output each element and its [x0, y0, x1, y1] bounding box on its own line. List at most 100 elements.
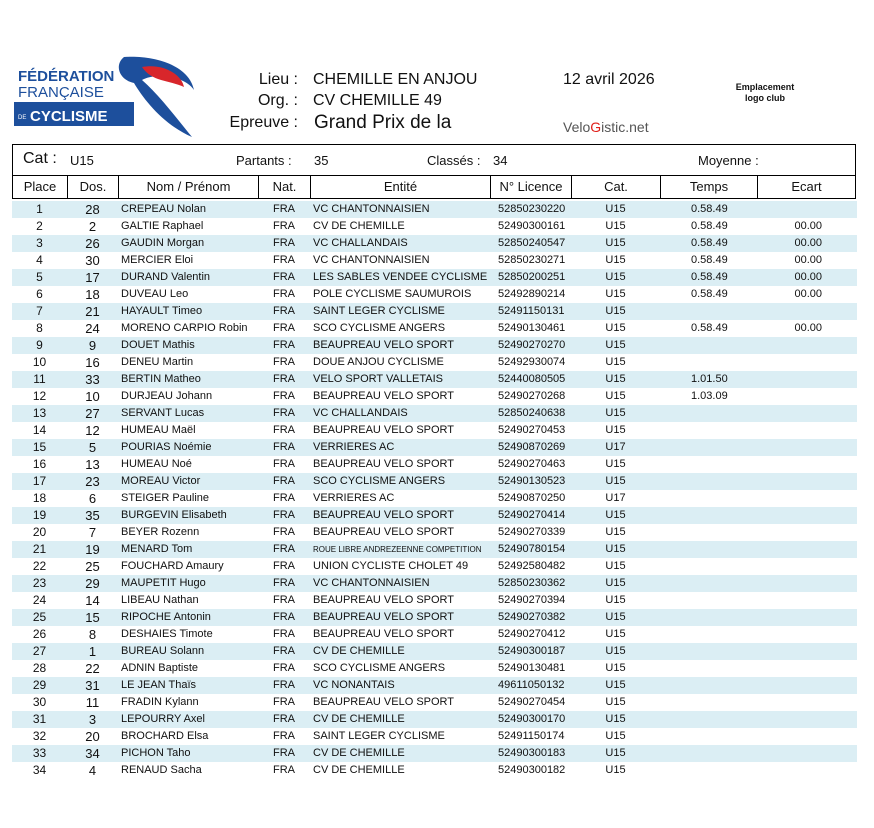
cell-entite: VC CHALLANDAIS	[313, 237, 408, 249]
cell-cat: U15	[571, 269, 660, 286]
cell-dos: 17	[85, 270, 100, 285]
cell-licence: 52490270453	[498, 424, 566, 436]
cell-entite: CV DE CHEMILLE	[313, 220, 405, 232]
cell-entite: VELO SPORT VALLETAIS	[313, 373, 444, 385]
cell-nom: ADNIN Baptiste	[121, 662, 199, 674]
cell-entite: BEAUPREAU VELO SPORT	[313, 509, 455, 521]
cell-temps	[660, 660, 757, 677]
table-row: 18 6 STEIGER Pauline FRA VERRIERES AC 5249087…	[12, 490, 857, 507]
cell-place: 14	[32, 423, 47, 437]
cell-licence: 52490300170	[498, 713, 566, 725]
cell-nom: DOUET Mathis	[121, 339, 195, 351]
cell-entite: CV DE CHEMILLE	[313, 764, 405, 776]
cell-cat: U15	[571, 728, 660, 745]
results-header-box: Cat : U15 Partants : 35 Classés : 34 Moy…	[12, 144, 856, 199]
table-row: 6 18 DUVEAU Leo FRA POLE CYCLISME SAUMUROIS 5…	[12, 286, 857, 303]
cell-licence: 52490270463	[498, 458, 566, 470]
col-temps: Temps	[661, 175, 758, 199]
cell-ecart: 00.00	[794, 288, 822, 300]
col-entite: Entité	[311, 175, 491, 199]
cell-ecart	[757, 677, 857, 694]
cell-nom: BROCHARD Elsa	[121, 730, 209, 742]
cell-licence: 52492580482	[498, 560, 566, 572]
cell-cat: U15	[571, 524, 660, 541]
table-row: 12 10 DURJEAU Johann FRA BEAUPREAU VELO SPOR…	[12, 388, 857, 405]
cell-nat: FRA	[258, 422, 310, 439]
cell-temps	[660, 337, 757, 354]
cell-nom: DESHAIES Timote	[121, 628, 213, 640]
cell-ecart	[757, 745, 857, 762]
cell-licence: 52490270412	[498, 628, 566, 640]
cell-licence: 52490270268	[498, 390, 566, 402]
cell-entite: VC CHANTONNAISIEN	[313, 203, 430, 215]
table-row: 16 13 HUMEAU Noé FRA BEAUPREAU VELO SPORT 524…	[12, 456, 857, 473]
cell-ecart	[757, 592, 857, 609]
table-row: 29 31 LE JEAN Thaïs FRA VC NONANTAIS 49611050…	[12, 677, 857, 694]
svg-text:FRANÇAISE: FRANÇAISE	[18, 84, 104, 101]
svg-text:CYCLISME: CYCLISME	[30, 108, 108, 125]
table-row: 34 4 RENAUD Sacha FRA CV DE CHEMILLE 52490300…	[12, 762, 857, 779]
table-row: 20 7 BEYER Rozenn FRA BEAUPREAU VELO SPORT 52…	[12, 524, 857, 541]
cell-dos: 21	[85, 304, 100, 319]
cell-dos: 16	[85, 355, 100, 370]
race-date: 12 avril 2026	[563, 71, 655, 88]
cell-entite: BEAUPREAU VELO SPORT	[313, 424, 455, 436]
cell-nom: LIBEAU Nathan	[121, 594, 199, 606]
cell-nom: DUVEAU Leo	[121, 288, 189, 300]
cell-cat: U15	[571, 711, 660, 728]
cell-cat: U15	[571, 320, 660, 337]
cell-cat: U15	[571, 286, 660, 303]
cell-temps: 0.58.49	[691, 237, 728, 249]
cell-cat: U15	[571, 371, 660, 388]
cell-temps	[660, 422, 757, 439]
cell-licence: 52490270454	[498, 696, 566, 708]
cell-place: 22	[32, 559, 47, 573]
cell-place: 21	[32, 542, 47, 556]
svg-text:FÉDÉRATION: FÉDÉRATION	[18, 68, 114, 85]
cell-place: 17	[32, 474, 47, 488]
cell-temps	[660, 507, 757, 524]
cell-entite: SCO CYCLISME ANGERS	[313, 322, 446, 334]
cell-temps	[660, 354, 757, 371]
table-row: 19 35 BURGEVIN Elisabeth FRA BEAUPREAU VELO …	[12, 507, 857, 524]
cell-ecart	[757, 354, 857, 371]
cell-cat: U15	[571, 592, 660, 609]
cell-dos: 5	[88, 440, 97, 455]
cell-entite: BEAUPREAU VELO SPORT	[313, 526, 455, 538]
cell-licence: 52850240547	[498, 237, 566, 249]
cell-ecart	[757, 643, 857, 660]
cell-ecart	[757, 609, 857, 626]
cell-licence: 52490270414	[498, 509, 566, 521]
cell-cat: U15	[571, 643, 660, 660]
cell-nom: STEIGER Pauline	[121, 492, 210, 504]
cell-dos: 4	[88, 763, 97, 778]
cell-ecart	[757, 660, 857, 677]
cell-place: 4	[36, 253, 43, 267]
cell-licence: 52850230220	[498, 203, 566, 215]
cell-nom: MAUPETIT Hugo	[121, 577, 206, 589]
cell-temps: 0.58.49	[691, 254, 728, 266]
col-dos: Dos.	[68, 175, 119, 199]
cell-licence: 52490270394	[498, 594, 566, 606]
cell-place: 9	[36, 338, 43, 352]
cell-licence: 52490300182	[498, 764, 566, 776]
cell-entite: DOUE ANJOU CYCLISME	[313, 356, 444, 368]
cell-dos: 30	[85, 253, 100, 268]
cell-dos: 7	[88, 525, 97, 540]
cell-entite: VC CHALLANDAIS	[313, 407, 408, 419]
cell-ecart	[757, 439, 857, 456]
cell-licence: 52440080505	[498, 373, 566, 385]
cell-ecart: 00.00	[794, 220, 822, 232]
table-row: 33 34 PICHON Taho FRA CV DE CHEMILLE 52490300…	[12, 745, 857, 762]
table-row: 1 28 CREPEAU Nolan FRA VC CHANTONNAISIEN 5285…	[12, 201, 857, 218]
cell-nom: GALTIE Raphael	[121, 220, 204, 232]
cell-temps	[660, 456, 757, 473]
cell-cat: U15	[571, 303, 660, 320]
cell-entite: BEAUPREAU VELO SPORT	[313, 339, 455, 351]
cell-place: 13	[32, 406, 47, 420]
cell-place: 34	[32, 763, 47, 777]
cell-nom: BURGEVIN Elisabeth	[121, 509, 227, 521]
cell-nat: FRA	[258, 439, 310, 456]
cell-nat: FRA	[258, 643, 310, 660]
